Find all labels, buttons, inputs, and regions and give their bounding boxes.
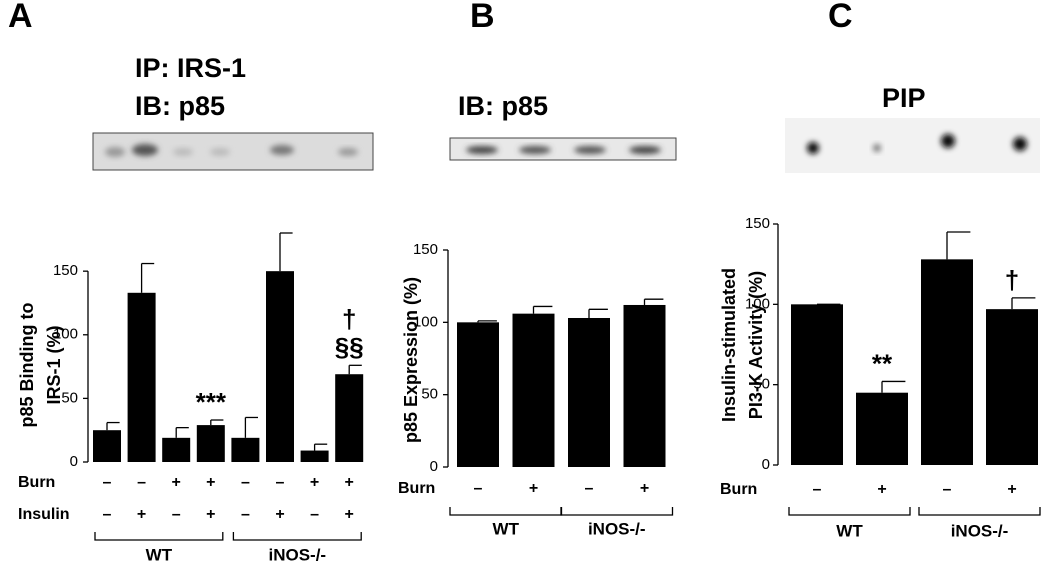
annotation: §§ (335, 332, 364, 362)
row-value: + (206, 474, 215, 491)
y-tick-label: 150 (53, 262, 78, 279)
group-bracket (560, 507, 674, 516)
row-value: + (310, 474, 319, 491)
bar (300, 450, 329, 462)
bar (791, 304, 843, 465)
row-value: + (1007, 481, 1016, 498)
y-tick-label: 100 (53, 326, 78, 343)
row-value: – (172, 506, 181, 523)
panel-label: C (828, 0, 853, 35)
row-value: – (585, 480, 594, 497)
annotation: *** (196, 387, 227, 417)
row-value: + (345, 506, 354, 523)
bar (127, 292, 156, 462)
y-tick-label: 50 (61, 389, 78, 406)
annotation: † (342, 304, 356, 334)
row-value: – (310, 506, 319, 523)
bar (856, 392, 908, 465)
bar (457, 322, 499, 467)
bar (623, 304, 666, 467)
bar (512, 313, 555, 467)
bar (568, 317, 610, 467)
annotation: ** (872, 348, 893, 378)
row-value: – (943, 481, 952, 498)
y-tick-label: 150 (413, 241, 438, 258)
row-value: + (206, 506, 215, 523)
row-value: + (640, 480, 649, 497)
group-label: WT (146, 545, 173, 564)
y-tick-label: 100 (745, 295, 770, 312)
group-label: WT (493, 519, 520, 538)
group-bracket (788, 507, 911, 516)
group-label: iNOS-/- (588, 519, 646, 538)
row-label: Insulin (18, 506, 70, 523)
row-value: + (877, 481, 886, 498)
group-label: iNOS-/- (268, 545, 326, 564)
y-tick-label: 50 (421, 386, 438, 403)
blot-label: IB: p85 (458, 91, 548, 121)
y-axis-label: IRS-1 (%) (44, 325, 64, 404)
blot-label: IP: IRS-1 (135, 53, 246, 83)
y-tick-label: 0 (430, 458, 438, 475)
y-axis-label: p85 Expression (%) (401, 277, 421, 443)
row-value: + (345, 474, 354, 491)
blot-image (92, 132, 374, 171)
group-bracket (918, 507, 1041, 516)
bar (196, 425, 225, 462)
y-tick-label: 100 (413, 313, 438, 330)
bar (266, 271, 294, 462)
row-value: + (137, 506, 146, 523)
annotation: † (1005, 265, 1019, 295)
row-value: + (529, 480, 538, 497)
blot-label: PIP (882, 83, 926, 113)
row-value: + (172, 474, 181, 491)
panel-label: A (8, 0, 33, 35)
y-axis-label: PI3-K Activity (%) (746, 271, 766, 419)
panel-label: B (470, 0, 495, 35)
bar (335, 374, 364, 462)
row-label: Burn (720, 481, 757, 498)
row-value: – (137, 474, 146, 491)
group-label: WT (836, 521, 863, 540)
group-bracket (449, 507, 563, 516)
bar (921, 259, 973, 465)
blot-label: IB: p85 (135, 91, 225, 121)
row-value: – (103, 506, 112, 523)
group-bracket (232, 532, 362, 541)
bar (986, 309, 1038, 465)
row-value: – (241, 474, 250, 491)
y-tick-label: 150 (745, 215, 770, 232)
row-label: Burn (18, 474, 55, 491)
row-value: – (474, 480, 483, 497)
y-axis-label: Insulin-stimulated (719, 268, 739, 422)
y-tick-label: 0 (762, 456, 770, 473)
y-axis-label: p85 Binding to (17, 303, 37, 428)
blot-image (449, 137, 677, 161)
row-label: Burn (398, 480, 435, 497)
bar (231, 437, 260, 462)
group-label: iNOS-/- (951, 521, 1009, 540)
y-tick-label: 50 (753, 376, 770, 393)
row-value: – (241, 506, 250, 523)
group-bracket (94, 532, 224, 541)
row-value: – (103, 474, 112, 491)
row-value: – (276, 474, 285, 491)
row-value: – (813, 481, 822, 498)
tlc-image (785, 118, 1040, 173)
row-value: + (275, 506, 284, 523)
bar (93, 430, 121, 462)
y-tick-label: 0 (70, 453, 78, 470)
bar (162, 437, 191, 462)
